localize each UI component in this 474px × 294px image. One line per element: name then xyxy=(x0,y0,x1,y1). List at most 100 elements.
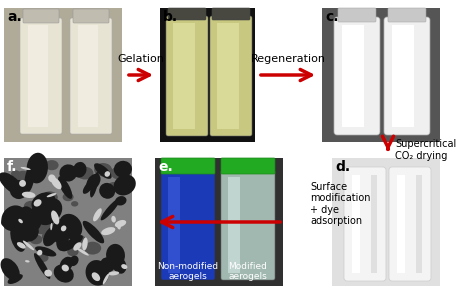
Ellipse shape xyxy=(1,211,24,227)
Ellipse shape xyxy=(24,164,35,193)
Ellipse shape xyxy=(46,193,56,197)
Ellipse shape xyxy=(61,235,83,251)
FancyBboxPatch shape xyxy=(344,167,386,281)
Text: Modified
aerogels: Modified aerogels xyxy=(228,262,267,281)
Ellipse shape xyxy=(19,222,39,242)
FancyBboxPatch shape xyxy=(210,16,252,136)
Ellipse shape xyxy=(99,183,115,199)
Text: Non-modified
aerogels: Non-modified aerogels xyxy=(157,262,219,281)
Bar xyxy=(352,175,360,273)
Ellipse shape xyxy=(45,160,59,170)
Ellipse shape xyxy=(90,172,99,198)
Ellipse shape xyxy=(115,196,127,206)
Ellipse shape xyxy=(73,242,82,250)
Ellipse shape xyxy=(51,219,67,242)
Ellipse shape xyxy=(100,198,120,220)
Ellipse shape xyxy=(109,271,119,275)
Ellipse shape xyxy=(24,201,37,211)
Ellipse shape xyxy=(19,180,26,187)
Ellipse shape xyxy=(15,171,31,183)
Ellipse shape xyxy=(26,215,41,231)
Ellipse shape xyxy=(34,253,50,279)
Ellipse shape xyxy=(29,204,43,223)
Ellipse shape xyxy=(71,201,78,207)
Ellipse shape xyxy=(76,167,93,180)
Ellipse shape xyxy=(84,242,101,255)
Ellipse shape xyxy=(11,170,20,177)
FancyBboxPatch shape xyxy=(221,170,275,280)
FancyBboxPatch shape xyxy=(389,167,431,281)
Ellipse shape xyxy=(101,227,115,235)
Ellipse shape xyxy=(114,175,136,196)
FancyBboxPatch shape xyxy=(388,8,426,22)
Ellipse shape xyxy=(42,191,58,203)
Bar xyxy=(28,25,48,127)
Ellipse shape xyxy=(1,206,27,231)
Ellipse shape xyxy=(50,223,53,230)
Text: e.: e. xyxy=(158,160,173,174)
Ellipse shape xyxy=(111,216,116,223)
Ellipse shape xyxy=(105,171,110,177)
Ellipse shape xyxy=(17,206,35,232)
Ellipse shape xyxy=(82,221,104,243)
Text: b.: b. xyxy=(163,10,178,24)
Ellipse shape xyxy=(67,217,78,227)
Ellipse shape xyxy=(121,264,128,269)
Ellipse shape xyxy=(37,250,42,255)
FancyBboxPatch shape xyxy=(73,9,109,23)
Ellipse shape xyxy=(61,225,66,231)
Bar xyxy=(332,158,440,286)
Ellipse shape xyxy=(9,180,28,199)
Bar xyxy=(173,23,195,129)
FancyBboxPatch shape xyxy=(384,17,430,135)
Ellipse shape xyxy=(91,272,100,281)
Text: d.: d. xyxy=(335,160,350,174)
Ellipse shape xyxy=(82,238,88,250)
Ellipse shape xyxy=(44,270,52,277)
Text: Gelation: Gelation xyxy=(118,54,164,64)
FancyBboxPatch shape xyxy=(23,9,59,23)
Bar xyxy=(4,8,122,142)
Bar xyxy=(228,177,240,273)
Ellipse shape xyxy=(69,256,79,266)
FancyBboxPatch shape xyxy=(166,16,208,136)
Bar xyxy=(168,177,180,273)
Ellipse shape xyxy=(67,248,79,256)
Ellipse shape xyxy=(103,274,109,284)
Ellipse shape xyxy=(86,174,100,190)
Ellipse shape xyxy=(83,180,95,194)
Ellipse shape xyxy=(42,230,60,243)
Ellipse shape xyxy=(54,265,74,283)
Ellipse shape xyxy=(59,214,82,239)
FancyBboxPatch shape xyxy=(212,8,250,20)
Ellipse shape xyxy=(63,193,73,201)
Ellipse shape xyxy=(22,192,36,198)
Ellipse shape xyxy=(10,225,26,252)
Ellipse shape xyxy=(36,253,48,262)
Ellipse shape xyxy=(111,166,128,180)
Text: Surface
modification
+ dye
adsorption: Surface modification + dye adsorption xyxy=(310,182,371,226)
Ellipse shape xyxy=(51,211,59,225)
Text: Regeneration: Regeneration xyxy=(250,54,326,64)
Ellipse shape xyxy=(29,235,43,244)
FancyBboxPatch shape xyxy=(334,17,380,135)
Bar xyxy=(342,25,364,127)
Ellipse shape xyxy=(14,229,23,247)
Bar xyxy=(155,158,283,286)
Text: c.: c. xyxy=(325,10,338,24)
Ellipse shape xyxy=(18,219,23,223)
Ellipse shape xyxy=(43,226,59,246)
FancyBboxPatch shape xyxy=(168,8,206,20)
Ellipse shape xyxy=(59,164,77,182)
FancyBboxPatch shape xyxy=(338,8,376,22)
Ellipse shape xyxy=(94,163,112,179)
Ellipse shape xyxy=(75,235,85,243)
FancyBboxPatch shape xyxy=(161,170,215,280)
Ellipse shape xyxy=(117,222,121,230)
Bar xyxy=(160,8,255,142)
Ellipse shape xyxy=(77,248,89,255)
Ellipse shape xyxy=(100,257,115,272)
Ellipse shape xyxy=(38,220,56,233)
Text: Supercritical
CO₂ drying: Supercritical CO₂ drying xyxy=(395,139,456,161)
Ellipse shape xyxy=(16,230,29,244)
